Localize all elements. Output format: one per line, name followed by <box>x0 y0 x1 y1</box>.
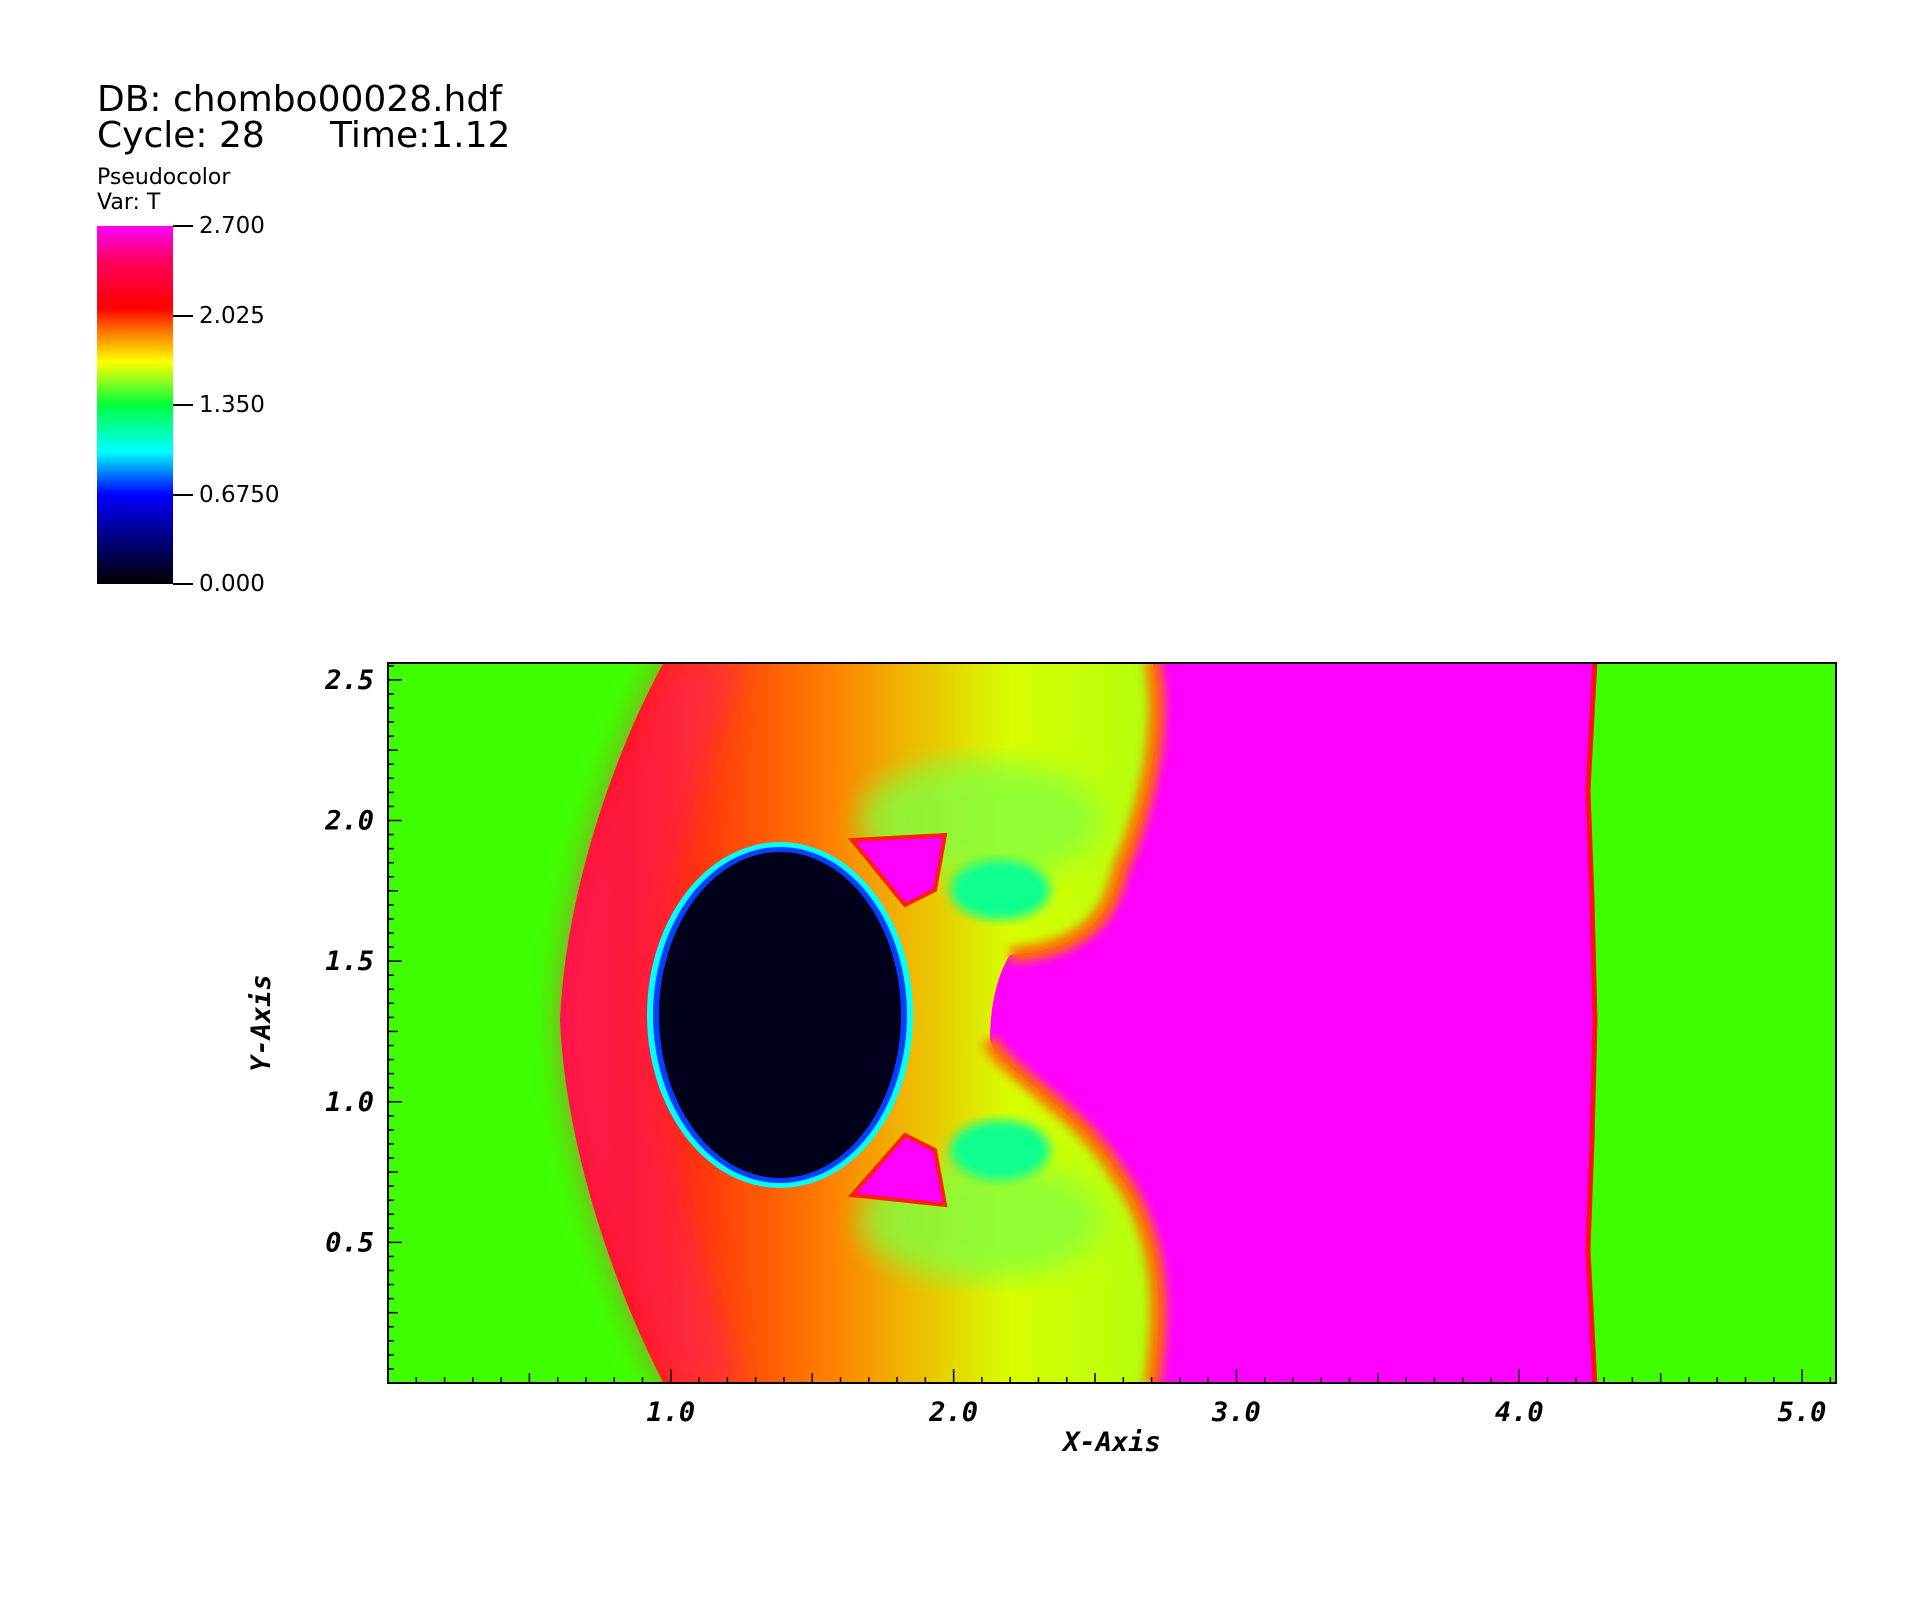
cold-bubble <box>659 852 901 1178</box>
x-tick-label: 4.0 <box>1495 1397 1544 1428</box>
colorbar-tick-label: 2.700 <box>199 213 265 239</box>
y-tick-label: 1.5 <box>325 946 374 977</box>
x-tick-label: 3.0 <box>1211 1397 1261 1428</box>
time-label: Time:1.12 <box>330 115 511 156</box>
colorbar-tick <box>173 583 193 585</box>
colorbar-tick-label: 0.000 <box>199 571 265 597</box>
x-tick-label: 2.0 <box>928 1397 978 1428</box>
lower-filament <box>847 1132 948 1208</box>
y-tick-label: 2.0 <box>324 806 374 837</box>
plot-frame <box>387 662 1837 1384</box>
colorbar <box>97 226 173 584</box>
legend-variable: Var: T <box>97 190 161 215</box>
colorbar-tick-label: 0.6750 <box>199 481 280 508</box>
temperature-field <box>388 663 1836 1383</box>
colorbar-tick <box>173 314 193 317</box>
right-shock-front <box>1585 663 1598 1383</box>
x-tick-label: 5.0 <box>1778 1397 1827 1428</box>
x-axis-ticks: 1.0 2.0 3.0 4.0 5.0 <box>415 1369 1832 1428</box>
colorbar-tick <box>173 493 193 496</box>
colorbar-tick-label: 2.025 <box>199 302 265 329</box>
y-tick-label: 2.5 <box>324 665 374 696</box>
y-tick-label: 0.5 <box>325 1227 374 1258</box>
lower-contact-front <box>982 1036 1167 1383</box>
colorbar-tick-label: 1.350 <box>199 392 265 418</box>
database-label: DB: chombo00028.hdf <box>97 79 502 120</box>
legend-plot-type: Pseudocolor <box>97 165 231 190</box>
y-axis-title: Y-Axis <box>246 974 277 1072</box>
y-axis-ticks: 0.5 1.0 1.5 2.0 2.5 <box>324 665 402 1370</box>
upper-contact-front <box>1009 663 1165 963</box>
y-tick-label: 1.0 <box>325 1087 374 1118</box>
upper-filament <box>847 832 948 908</box>
x-tick-label: 1.0 <box>646 1397 695 1428</box>
x-axis-title: X-Axis <box>1061 1427 1161 1458</box>
cycle-label: Cycle: 28 <box>97 115 265 156</box>
upper-vortex <box>950 860 1050 920</box>
lower-vortex <box>950 1120 1050 1180</box>
colorbar-tick <box>173 404 193 406</box>
colorbar-tick <box>173 225 193 227</box>
